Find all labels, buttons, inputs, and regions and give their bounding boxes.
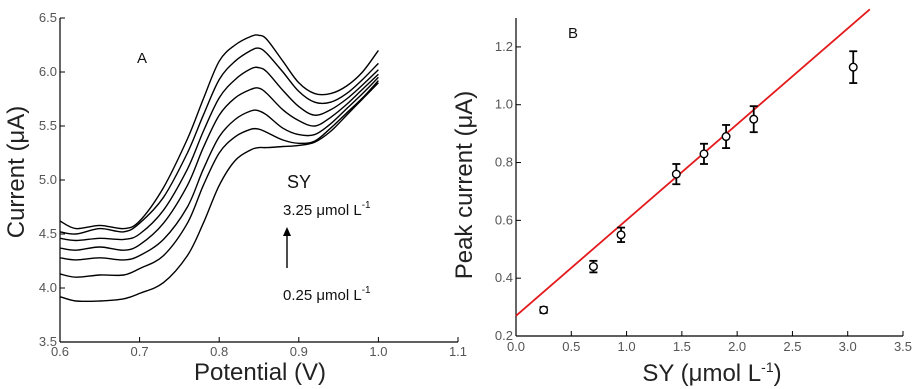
- panel-b-y-tick-label: 0.8: [495, 155, 513, 170]
- panel-b-y-tick-label: 0.6: [495, 212, 513, 227]
- panel-a-curve-2: [59, 80, 379, 278]
- panel-a-high-conc-label: 3.25 μmol L-1: [283, 200, 371, 219]
- panel-a-x-tick-label: 0.7: [131, 344, 149, 359]
- panel-b-x-tick-label: 2.0: [728, 339, 746, 354]
- panel-a-y-tick-label: 6.5: [39, 10, 57, 25]
- panel-a-curve-6: [59, 47, 379, 235]
- panel-a-x-tick-label: 0.9: [290, 344, 308, 359]
- panel-a-label: A: [137, 50, 147, 67]
- panel-b: 0.0 0.5 1.0 1.5 2.0 2.5 3.0 3.5 0.2 0.4 0.6 0.8 1.0 1…: [451, 8, 912, 387]
- panel-a-y-tick-label: 4.5: [39, 226, 57, 241]
- panel-a: 0.6 0.7 0.8 0.9 1.0 1.13.54.04.55.05.56.06.5 …: [3, 10, 467, 386]
- panel-a-low-conc-label: 0.25 μmol L-1: [283, 285, 371, 304]
- panel-a-y-tick-label: 6.0: [39, 64, 57, 79]
- panel-a-curve-5: [59, 66, 379, 242]
- panel-b-x-tick-label: 0.0: [507, 339, 525, 354]
- panel-b-y-tick-label: 1.0: [495, 97, 513, 112]
- panel-b-data-point: [616, 230, 626, 240]
- panel-a-curves: [59, 34, 379, 303]
- panel-a-x-tick-label: 0.8: [210, 344, 228, 359]
- panel-b-x-tick-label: 1.0: [618, 339, 636, 354]
- panel-b-data-point: [699, 149, 709, 159]
- panel-a-analyte-label: SY: [287, 172, 311, 192]
- panel-b-data-point: [588, 262, 598, 272]
- panel-b-y-axis-title: Peak current (μA): [451, 91, 478, 280]
- panel-a-y-tick-label: 4.0: [39, 280, 57, 295]
- panel-a-y-tick-label: 5.5: [39, 118, 57, 133]
- panel-b-y-tick-label: 0.4: [495, 270, 513, 285]
- panel-a-y-tick-label: 3.5: [39, 334, 57, 349]
- panel-a-y-axis-title: Current (μA): [3, 106, 30, 239]
- panel-a-arrow-head: [283, 227, 291, 236]
- panel-b-data-point: [671, 169, 681, 179]
- panel-b-data-point: [539, 305, 549, 315]
- panel-a-curve-4: [59, 73, 379, 251]
- panel-b-x-tick-label: 3.0: [839, 339, 857, 354]
- panel-b-fit-line: [515, 8, 871, 317]
- panel-b-y-tick-label: 0.2: [495, 328, 513, 343]
- panel-b-points: [539, 50, 858, 315]
- panel-b-x-axis-title: SY (μmol L-1): [642, 359, 781, 387]
- panel-a-curve-3: [59, 76, 379, 261]
- panel-a-x-axis-title: Potential (V): [194, 359, 326, 386]
- panel-b-data-point: [721, 132, 731, 142]
- panel-b-y-tick-label: 1.2: [495, 39, 513, 54]
- panel-b-x-tick-label: 3.5: [894, 339, 912, 354]
- panel-b-label: B: [568, 25, 578, 42]
- panel-b-axes: 0.0 0.5 1.0 1.5 2.0 2.5 3.0 3.5 0.2 0.4 0.6 0.8 1.0 1…: [495, 18, 912, 354]
- panel-a-axes: 0.6 0.7 0.8 0.9 1.0 1.1 3.5 4.0 4.5 5.0 5.5 6.0 6.5: [39, 10, 467, 359]
- panel-b-x-tick-label: 2.5: [783, 339, 801, 354]
- panel-b-x-tick-label: 0.5: [562, 339, 580, 354]
- panel-b-data-point: [848, 62, 858, 72]
- panel-b-data-point: [749, 114, 759, 124]
- panel-a-curve-7: [59, 34, 379, 230]
- panel-a-curve-1: [59, 82, 379, 303]
- panel-a-y-tick-label: 5.0: [39, 172, 57, 187]
- panel-a-x-tick-label: 1.0: [369, 344, 387, 359]
- panel-a-x-tick-label: 0.6: [51, 344, 69, 359]
- panel-b-fit: [515, 8, 871, 317]
- panel-a-x-tick-label: 1.1: [449, 344, 467, 359]
- panel-b-x-tick-label: 1.5: [673, 339, 691, 354]
